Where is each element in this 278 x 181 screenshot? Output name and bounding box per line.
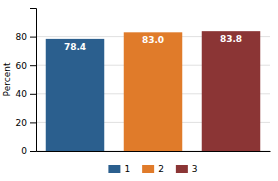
bar bbox=[124, 32, 183, 151]
y-tick: 20 bbox=[16, 118, 36, 128]
data-labels: 78.4 83.0 83.8 bbox=[64, 34, 242, 52]
y-tick-mark bbox=[30, 37, 36, 38]
legend-label: 3 bbox=[192, 164, 198, 174]
data-label: 83.0 bbox=[142, 35, 164, 45]
legend-label: 2 bbox=[158, 164, 164, 174]
legend: 1 2 3 bbox=[108, 164, 197, 174]
x-axis bbox=[37, 151, 271, 152]
x-axis-line bbox=[37, 151, 271, 152]
plot: 0 20 40 60 80 78.4 83.0 83.8 bbox=[16, 9, 271, 157]
y-tick-label: 60 bbox=[16, 61, 28, 71]
y-axis-title: Percent bbox=[2, 62, 12, 96]
y-tick-label: 80 bbox=[16, 32, 28, 42]
legend-item: 2 bbox=[142, 164, 164, 174]
y-tick-label: 0 bbox=[21, 146, 27, 156]
bar bbox=[202, 31, 261, 151]
legend-item: 3 bbox=[176, 164, 198, 174]
bar bbox=[46, 39, 105, 151]
y-tick: 40 bbox=[16, 89, 36, 99]
data-label: 78.4 bbox=[64, 42, 86, 52]
y-tick-label: 40 bbox=[16, 89, 28, 99]
legend-item: 1 bbox=[108, 164, 130, 174]
y-tick: 80 bbox=[16, 32, 36, 42]
chart: 0 20 40 60 80 78.4 83.0 83.8 Percent 1 2 3 bbox=[0, 0, 278, 181]
y-tick: 60 bbox=[16, 61, 36, 71]
y-tick-mark bbox=[30, 94, 36, 95]
data-label: 83.8 bbox=[220, 34, 242, 44]
legend-swatch bbox=[108, 165, 120, 173]
legend-swatch bbox=[176, 165, 188, 173]
y-tick-mark bbox=[30, 122, 36, 123]
y-tick-label: 20 bbox=[16, 118, 28, 128]
legend-swatch bbox=[142, 165, 154, 173]
y-tick-mark bbox=[30, 65, 36, 66]
y-axis-line bbox=[30, 9, 37, 152]
bars bbox=[46, 31, 261, 151]
y-tick-mark bbox=[30, 151, 36, 152]
y-axis: 0 20 40 60 80 bbox=[16, 9, 37, 157]
y-tick: 0 bbox=[21, 146, 36, 156]
legend-label: 1 bbox=[124, 164, 130, 174]
